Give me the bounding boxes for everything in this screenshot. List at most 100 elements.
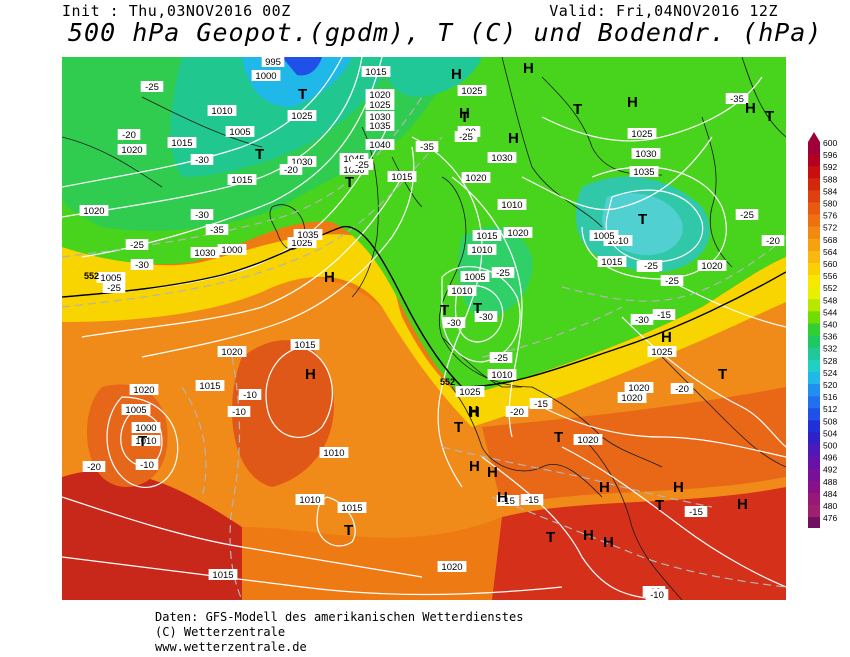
- footer-copyright: (C) Wetterzentrale: [155, 625, 286, 639]
- legend-swatch: [808, 250, 820, 264]
- cold-region: [242, 57, 352, 107]
- isotherm-label: -20: [766, 236, 780, 247]
- legend-value: 524: [823, 368, 837, 378]
- isobar-label-box: [337, 502, 367, 513]
- isobar-label: 1025: [651, 347, 672, 358]
- legend-value: 548: [823, 295, 837, 305]
- isotherm-label: -30: [479, 312, 493, 323]
- legend-swatch: [808, 166, 820, 179]
- isobar-label: 1020: [465, 173, 486, 184]
- isobar-label: 1025: [459, 387, 480, 398]
- legend-swatch: [808, 226, 820, 240]
- isotherm-label: -25: [496, 268, 510, 279]
- isobar-label-box: [573, 434, 603, 445]
- isobar-label: 1010: [299, 495, 320, 506]
- legend-swatch: [808, 287, 820, 300]
- isobar-label-box: [472, 230, 502, 241]
- low-pressure-marker: T: [638, 211, 647, 228]
- isotherm-label: -10: [650, 590, 664, 600]
- legend-value: 480: [823, 501, 837, 511]
- legend-value: 492: [823, 465, 837, 475]
- isotherm-label-box: [279, 164, 303, 175]
- isotherm-label-box: [454, 131, 478, 142]
- isobar-label: 1020: [133, 385, 154, 396]
- low-pressure-marker: T: [546, 529, 555, 546]
- legend-value: 596: [823, 150, 837, 160]
- isotherm-label: -25: [459, 132, 473, 143]
- isobar-label: 1020: [577, 435, 598, 446]
- isobar-label: 1020: [441, 562, 462, 573]
- isotherm-label-box: [652, 309, 676, 320]
- isobar-label-box: [629, 166, 659, 177]
- legend-arrow-up: [808, 132, 820, 142]
- isobar-label: 1010: [135, 436, 156, 447]
- chart-title: 500 hPa Geopot.(gpdm), T (C) und Bodendr…: [68, 18, 823, 47]
- isobar-label-box: [190, 247, 220, 258]
- warm-region: [62, 470, 242, 600]
- isotherm-label: -15: [525, 495, 539, 506]
- isotherm-label: -10: [243, 390, 257, 401]
- isobar-label-box: [121, 404, 151, 415]
- isotherm-label: -30: [195, 155, 209, 166]
- low-pressure-marker: T: [454, 419, 463, 436]
- legend-swatch: [808, 408, 820, 421]
- valid-time: Valid: Fri,04NOV2016 12Z: [549, 2, 778, 20]
- isobar-label-box: [131, 422, 161, 433]
- isotherm-label-box: [205, 224, 229, 235]
- isotherm-label: -20: [122, 130, 136, 141]
- legend-swatch: [808, 238, 820, 252]
- isotherm-label-box: [190, 154, 214, 165]
- isotherm-label-box: [491, 267, 515, 278]
- legend-value: 540: [823, 320, 837, 330]
- isobar-label-box: [293, 229, 323, 240]
- isobar-label: 1000: [255, 71, 276, 82]
- legend-value: 504: [823, 428, 837, 438]
- isobar-label-box: [597, 256, 627, 267]
- isobar-label-box: [129, 384, 159, 395]
- isobar-label: 1035: [633, 167, 654, 178]
- isobar-label-box: [487, 152, 517, 163]
- footer: Daten: GFS-Modell des amerikanischen Wet…: [155, 610, 523, 655]
- isobar-label-box: [455, 386, 485, 397]
- isobar-label-box: [261, 57, 285, 67]
- isotherm-label-box: [474, 311, 498, 322]
- isobar-label-box: [460, 271, 490, 282]
- low-pressure-marker: T: [344, 522, 353, 539]
- legend-value: 584: [823, 186, 837, 196]
- legend-value: 500: [823, 441, 837, 451]
- high-pressure-marker: H: [508, 130, 519, 147]
- legend-value: 560: [823, 259, 837, 269]
- isotherm-label: -35: [730, 94, 744, 105]
- isobar-label: 1020: [221, 347, 242, 358]
- legend-value: 544: [823, 307, 837, 317]
- legend-swatch: [808, 311, 820, 324]
- low-pressure-marker: T: [573, 101, 582, 118]
- low-pressure-marker: T: [440, 302, 449, 319]
- isotherm-label-box: [350, 159, 374, 170]
- legend-value: 528: [823, 356, 837, 366]
- reference-contour: [62, 225, 786, 388]
- isotherm-label: -15: [657, 310, 671, 321]
- weather-map[interactable]: 9951000101510201025103010351040104510501…: [62, 57, 786, 600]
- high-pressure-marker: H: [603, 534, 614, 551]
- high-pressure-marker: H: [737, 496, 748, 513]
- legend-swatch: [808, 142, 820, 155]
- isobar-label: 1020: [121, 145, 142, 156]
- isobar-label-box: [365, 111, 395, 122]
- isotherm-label-box: [489, 352, 513, 363]
- isobar-label: 1030: [291, 157, 312, 168]
- legend-value: 508: [823, 416, 837, 426]
- isotherm-label: -20: [675, 384, 689, 395]
- isobar-label-box: [225, 126, 255, 137]
- isotherm-label: -10: [232, 407, 246, 418]
- isotherm-label-box: [735, 209, 759, 220]
- footer-website[interactable]: www.wetterzentrale.de: [155, 640, 307, 654]
- isobar-label-box: [697, 260, 727, 271]
- legend-swatch: [808, 505, 820, 518]
- isobar-label-box: [365, 120, 395, 131]
- isobar-label-box: [624, 382, 654, 393]
- isotherm-label: -25: [494, 353, 508, 364]
- cold-region: [170, 57, 392, 177]
- legend-swatch: [808, 214, 820, 227]
- legend-swatch: [808, 323, 820, 336]
